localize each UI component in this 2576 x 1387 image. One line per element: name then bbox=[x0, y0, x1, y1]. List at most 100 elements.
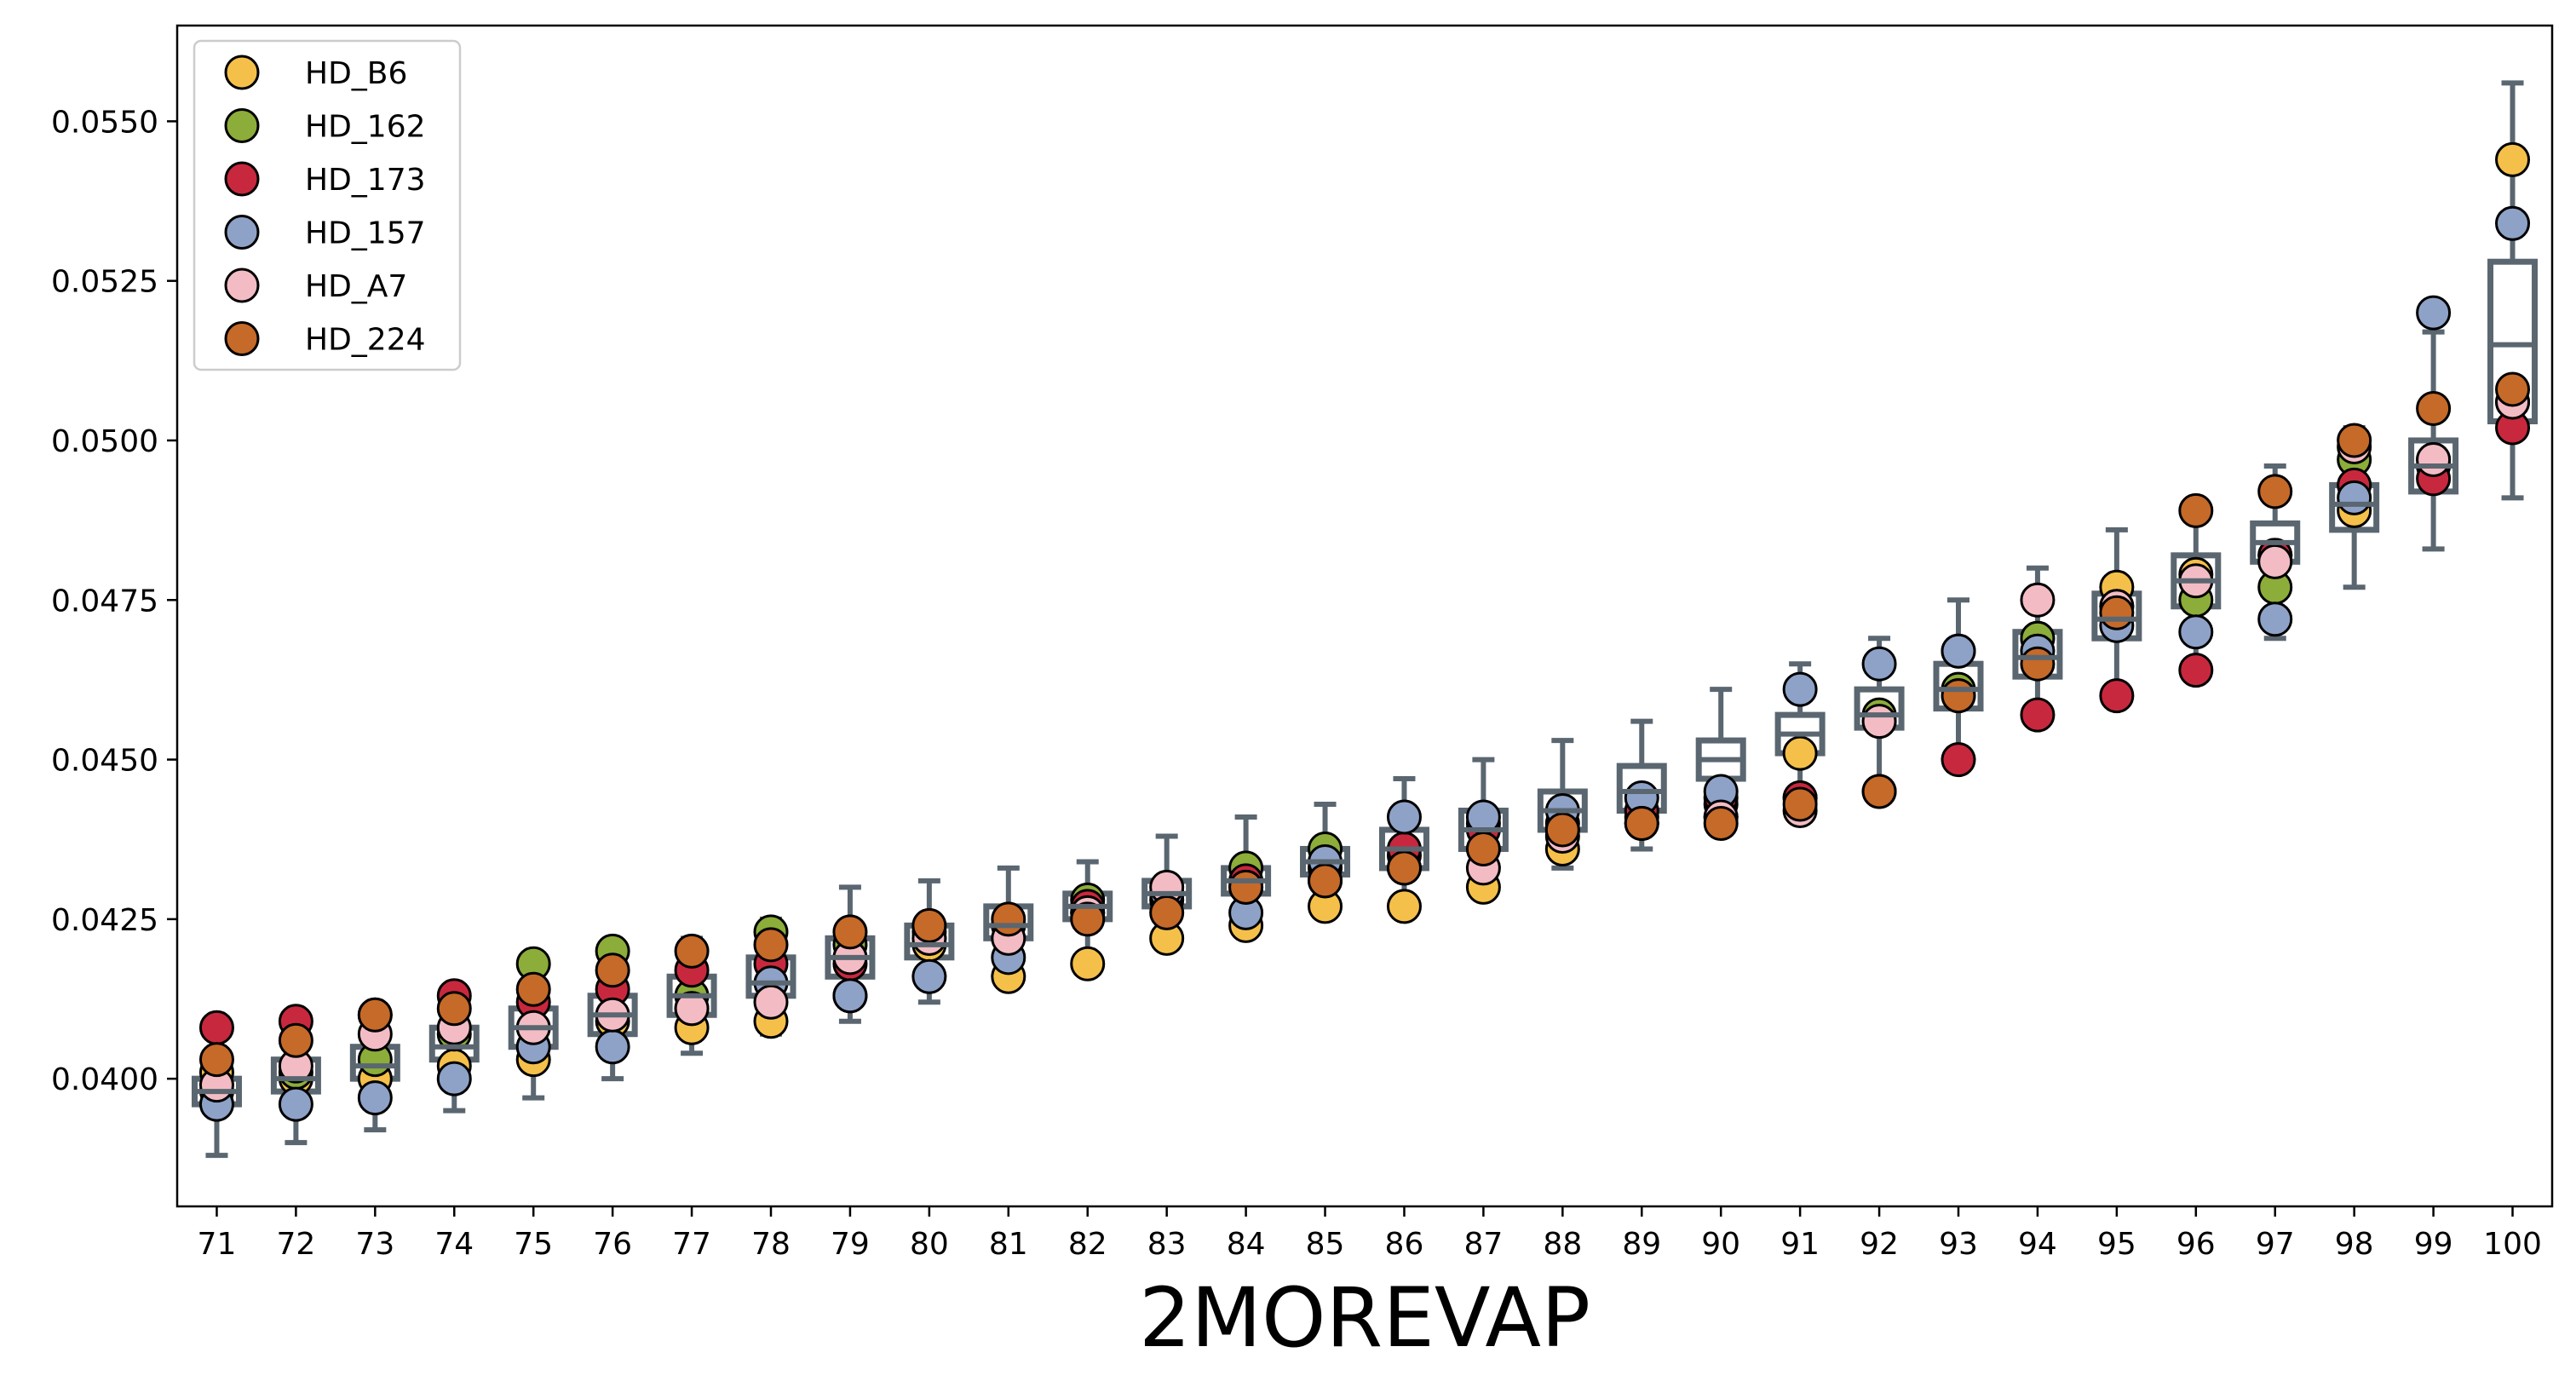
x-tick-label: 73 bbox=[355, 1227, 394, 1262]
point-HD_157-73 bbox=[357, 1080, 393, 1116]
point-HD_224-98 bbox=[2337, 423, 2372, 458]
point-HD_224-78 bbox=[753, 927, 789, 963]
point-HD_224-74 bbox=[436, 991, 472, 1027]
point-HD_224-71 bbox=[198, 1042, 234, 1078]
point-HD_224-91 bbox=[1782, 786, 1818, 822]
x-tick-label: 88 bbox=[1543, 1227, 1582, 1262]
x-tick-label: 99 bbox=[2414, 1227, 2453, 1262]
x-tick-label: 84 bbox=[1227, 1227, 1266, 1262]
point-HD_224-83 bbox=[1149, 895, 1185, 930]
legend-marker bbox=[224, 268, 260, 303]
y-tick-label: 0.0550 bbox=[51, 105, 158, 140]
x-tick-label: 77 bbox=[672, 1227, 711, 1262]
point-HD_224-81 bbox=[991, 901, 1026, 937]
point-HD_224-95 bbox=[2099, 595, 2135, 630]
legend-label: HD_B6 bbox=[305, 56, 407, 91]
point-HD_224-92 bbox=[1861, 774, 1897, 809]
x-tick-label: 79 bbox=[831, 1227, 870, 1262]
y-tick-label: 0.0450 bbox=[51, 744, 158, 779]
point-HD_A7-99 bbox=[2416, 441, 2452, 477]
legend-label: HD_224 bbox=[305, 323, 426, 358]
legend-label: HD_173 bbox=[305, 163, 426, 198]
point-HD_224-77 bbox=[674, 933, 710, 969]
point-HD_224-93 bbox=[1941, 678, 1976, 714]
x-tick-label: 80 bbox=[910, 1227, 949, 1262]
legend: HD_B6 HD_162 HD_173 HD_157 HD_A7 HD_224 bbox=[193, 39, 462, 371]
x-tick-label: 85 bbox=[1306, 1227, 1345, 1262]
point-HD_157-96 bbox=[2178, 614, 2214, 650]
legend-marker bbox=[224, 161, 260, 197]
x-tick-label: 78 bbox=[751, 1227, 791, 1262]
point-HD_157-100 bbox=[2495, 205, 2531, 241]
box-99 bbox=[2408, 329, 2459, 552]
x-tick-label: 76 bbox=[593, 1227, 632, 1262]
y-tick-label: 0.0525 bbox=[51, 265, 158, 300]
point-HD_224-76 bbox=[595, 952, 630, 988]
legend-frame bbox=[193, 39, 462, 371]
point-HD_B6-100 bbox=[2495, 141, 2531, 177]
point-HD_A7-92 bbox=[1861, 704, 1897, 740]
point-HD_157-91 bbox=[1782, 671, 1818, 707]
x-tick-label: 92 bbox=[1860, 1227, 1899, 1262]
legend-marker bbox=[224, 321, 260, 356]
point-HD_A7-77 bbox=[674, 991, 710, 1027]
point-HD_157-98 bbox=[2337, 480, 2372, 515]
legend-item-HD_B6: HD_B6 bbox=[224, 55, 407, 91]
x-tick-label: 91 bbox=[1780, 1227, 1820, 1262]
point-HD_224-73 bbox=[357, 997, 393, 1033]
x-tick-label: 72 bbox=[276, 1227, 315, 1262]
legend-marker bbox=[224, 55, 260, 90]
point-HD_173-96 bbox=[2178, 653, 2214, 688]
point-HD_224-75 bbox=[515, 971, 551, 1007]
point-HD_A7-94 bbox=[2020, 582, 2056, 618]
legend-marker bbox=[224, 215, 260, 250]
point-HD_224-97 bbox=[2257, 474, 2293, 509]
point-HD_157-97 bbox=[2257, 601, 2293, 637]
point-HD_173-95 bbox=[2099, 678, 2135, 714]
point-HD_A7-78 bbox=[753, 984, 789, 1020]
x-axis-label: 2MOREVAP bbox=[1139, 1270, 1590, 1366]
legend-marker bbox=[224, 108, 260, 143]
point-HD_B6-82 bbox=[1070, 946, 1106, 981]
point-HD_224-99 bbox=[2416, 391, 2452, 427]
plot-area-frame bbox=[175, 24, 2554, 1208]
x-tick-label: 83 bbox=[1147, 1227, 1187, 1262]
point-HD_224-87 bbox=[1465, 831, 1501, 866]
y-axis: 0.0400 0.0425 0.0450 0.0475 0.0500 0.0525 0.05… bbox=[51, 105, 177, 1097]
y-tick-label: 0.0475 bbox=[51, 584, 158, 619]
point-HD_224-79 bbox=[832, 914, 868, 950]
y-tick-label: 0.0400 bbox=[51, 1062, 158, 1097]
point-HD_A7-97 bbox=[2257, 544, 2293, 579]
point-HD_157-79 bbox=[832, 978, 868, 1014]
point-HD_157-72 bbox=[278, 1086, 313, 1122]
point-HD_224-86 bbox=[1386, 850, 1422, 886]
point-HD_224-96 bbox=[2178, 492, 2214, 528]
point-HD_157-76 bbox=[595, 1029, 630, 1065]
x-tick-label: 94 bbox=[2018, 1227, 2057, 1262]
point-HD_224-94 bbox=[2020, 646, 2056, 682]
point-HD_224-100 bbox=[2495, 371, 2531, 407]
x-tick-label: 89 bbox=[1622, 1227, 1661, 1262]
x-tick-label: 81 bbox=[989, 1227, 1028, 1262]
y-tick-label: 0.0425 bbox=[51, 903, 158, 938]
point-HD_157-86 bbox=[1386, 799, 1422, 835]
legend-item-HD_157: HD_157 bbox=[224, 215, 426, 251]
x-tick-label: 100 bbox=[2483, 1227, 2542, 1262]
point-HD_B6-91 bbox=[1782, 735, 1818, 771]
point-HD_157-93 bbox=[1941, 633, 1976, 669]
legend-label: HD_157 bbox=[305, 216, 426, 251]
point-HD_224-80 bbox=[911, 907, 947, 943]
legend-item-HD_162: HD_162 bbox=[224, 108, 426, 145]
point-HD_173-71 bbox=[198, 1010, 234, 1045]
point-HD_224-85 bbox=[1308, 863, 1343, 899]
x-tick-label: 96 bbox=[2176, 1227, 2216, 1262]
point-HD_173-93 bbox=[1941, 742, 1976, 778]
x-axis: 71 72 73 74 75 76 77 78 79 80 81 82 83 84 85 86 87 88 89 90… bbox=[198, 1206, 2542, 1262]
x-tick-label: 87 bbox=[1463, 1227, 1503, 1262]
x-tick-label: 74 bbox=[434, 1227, 474, 1262]
legend-item-HD_224: HD_224 bbox=[224, 321, 426, 358]
series-HD_224 bbox=[198, 371, 2531, 1078]
x-tick-label: 98 bbox=[2335, 1227, 2374, 1262]
y-tick-label: 0.0500 bbox=[51, 424, 158, 459]
